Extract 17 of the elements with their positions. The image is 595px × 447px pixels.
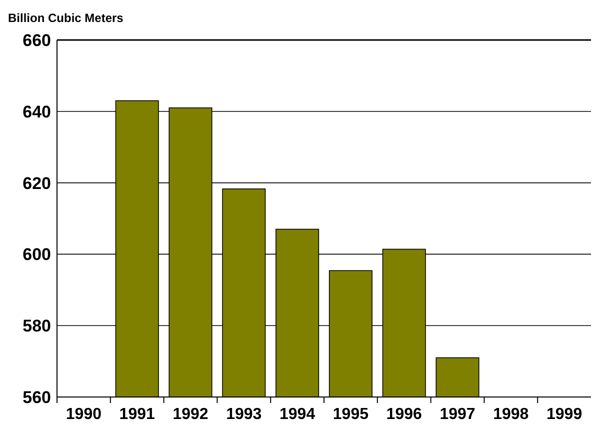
y-tick-label: 560: [22, 388, 51, 407]
x-tick-label: 1992: [172, 406, 208, 423]
y-tick-label: 620: [22, 174, 51, 193]
x-tick-label: 1999: [546, 406, 582, 423]
y-tick-label: 660: [22, 30, 51, 50]
x-tick-label: 1993: [226, 406, 262, 423]
y-tick-label: 640: [22, 102, 51, 122]
y-tick-label: 600: [22, 245, 51, 264]
x-tick-label: 1990: [66, 406, 102, 423]
x-tick-label: 1997: [440, 406, 476, 423]
y-tick-label: 580: [22, 316, 51, 336]
y-axis-title: Billion Cubic Meters: [8, 11, 124, 25]
x-tick-label: 1996: [386, 406, 422, 423]
x-tick-label: 1991: [119, 406, 155, 423]
x-tick-label: 1998: [493, 406, 529, 423]
x-tick-label: 1995: [332, 406, 369, 423]
x-tick-label: 1994: [280, 406, 316, 423]
